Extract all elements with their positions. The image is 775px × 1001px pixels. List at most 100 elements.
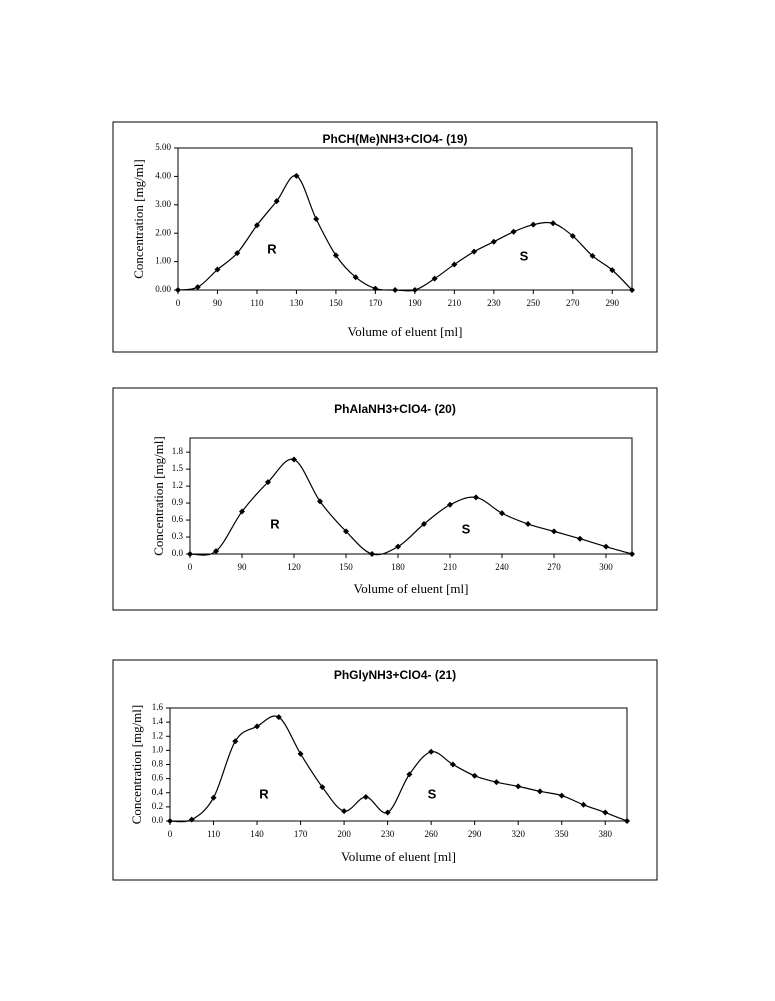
x-tick-label: 170	[294, 829, 308, 839]
data-marker	[317, 498, 323, 505]
data-marker	[471, 772, 478, 779]
data-line	[189, 458, 633, 556]
data-marker	[624, 818, 630, 824]
data-marker	[431, 275, 438, 282]
data-marker	[232, 738, 239, 745]
data-marker	[167, 818, 173, 824]
x-axis-label: Volume of eluent [ml]	[341, 849, 456, 864]
data-marker	[194, 284, 201, 291]
data-marker	[629, 287, 635, 293]
x-tick-label: 0	[176, 298, 181, 308]
x-tick-label: 90	[213, 298, 223, 308]
data-marker	[384, 809, 391, 816]
x-tick-label: 140	[250, 829, 264, 839]
y-axis-label: Concentration [mg/ml]	[131, 159, 146, 279]
data-marker	[332, 252, 339, 259]
x-tick-label: 230	[381, 829, 395, 839]
x-tick-label: 0	[168, 829, 173, 839]
annotation: S	[428, 786, 437, 801]
y-tick-label: 0.8	[152, 759, 164, 769]
data-marker	[313, 216, 320, 222]
y-tick-label: 4.00	[155, 170, 171, 180]
x-tick-label: 210	[443, 562, 457, 572]
data-line	[169, 715, 628, 823]
y-tick-label: 0.9	[172, 497, 184, 507]
data-marker	[603, 543, 609, 550]
y-tick-label: 1.0	[152, 744, 164, 754]
chart-title: PhAlaNH3+ClO4- (20)	[334, 402, 456, 416]
data-marker	[473, 494, 479, 501]
x-tick-label: 90	[238, 562, 248, 572]
chart-title: PhGlyNH3+ClO4- (21)	[334, 668, 456, 682]
data-marker	[175, 287, 181, 293]
y-tick-label: 0.00	[155, 284, 171, 294]
x-tick-label: 350	[555, 829, 569, 839]
y-tick-label: 1.2	[172, 480, 183, 490]
data-marker	[493, 779, 500, 786]
data-marker	[490, 238, 497, 245]
y-tick-label: 0.0	[152, 815, 164, 825]
data-marker	[372, 285, 379, 292]
y-tick-label: 1.8	[172, 446, 184, 456]
y-tick-label: 0.6	[172, 514, 184, 524]
plot-area	[189, 437, 633, 555]
data-marker	[369, 551, 375, 557]
data-marker	[352, 274, 359, 281]
annotation: S	[462, 521, 471, 536]
data-marker	[392, 287, 399, 293]
x-tick-label: 260	[424, 829, 438, 839]
data-marker	[428, 748, 435, 755]
data-marker	[265, 479, 271, 486]
data-marker	[187, 551, 193, 557]
data-line	[177, 175, 633, 292]
x-tick-label: 210	[448, 298, 462, 308]
x-tick-label: 380	[598, 829, 612, 839]
x-tick-label: 110	[207, 829, 221, 839]
y-tick-label: 0.3	[172, 531, 184, 541]
y-tick-label: 5.00	[155, 142, 171, 152]
data-marker	[609, 267, 616, 274]
x-tick-label: 270	[547, 562, 561, 572]
data-marker	[525, 521, 531, 528]
y-tick-label: 2.00	[155, 227, 171, 237]
x-tick-label: 250	[527, 298, 541, 308]
data-marker	[213, 548, 219, 555]
annotation: R	[259, 786, 269, 801]
data-marker	[449, 761, 456, 768]
data-marker	[550, 220, 557, 227]
data-marker	[297, 750, 304, 757]
data-marker	[406, 771, 413, 778]
x-axis-label: Volume of eluent [ml]	[354, 581, 469, 596]
data-marker	[569, 233, 576, 240]
data-marker	[551, 528, 557, 535]
data-marker	[536, 788, 543, 795]
y-tick-label: 1.6	[152, 702, 164, 712]
data-marker	[558, 792, 565, 799]
x-tick-label: 230	[487, 298, 501, 308]
y-tick-label: 0.6	[152, 773, 164, 783]
data-marker	[239, 508, 245, 515]
data-marker	[291, 456, 297, 463]
data-marker	[499, 510, 505, 517]
data-marker	[510, 228, 517, 235]
annotation: R	[267, 241, 277, 256]
x-tick-label: 290	[606, 298, 620, 308]
data-marker	[602, 809, 609, 816]
chart-frame	[112, 387, 658, 611]
x-tick-label: 150	[339, 562, 353, 572]
y-tick-label: 1.4	[152, 716, 164, 726]
x-tick-label: 190	[408, 298, 422, 308]
x-tick-label: 200	[337, 829, 351, 839]
data-marker	[254, 723, 261, 730]
x-tick-label: 130	[290, 298, 304, 308]
x-axis-label: Volume of eluent [ml]	[348, 324, 463, 339]
data-marker	[275, 714, 282, 721]
data-marker	[411, 287, 418, 293]
data-marker	[253, 222, 260, 229]
data-marker	[341, 808, 348, 815]
x-tick-label: 290	[468, 829, 482, 839]
plot-area	[169, 707, 628, 822]
chart-title: PhCH(Me)NH3+ClO4- (19)	[322, 132, 467, 146]
data-marker	[234, 250, 241, 257]
